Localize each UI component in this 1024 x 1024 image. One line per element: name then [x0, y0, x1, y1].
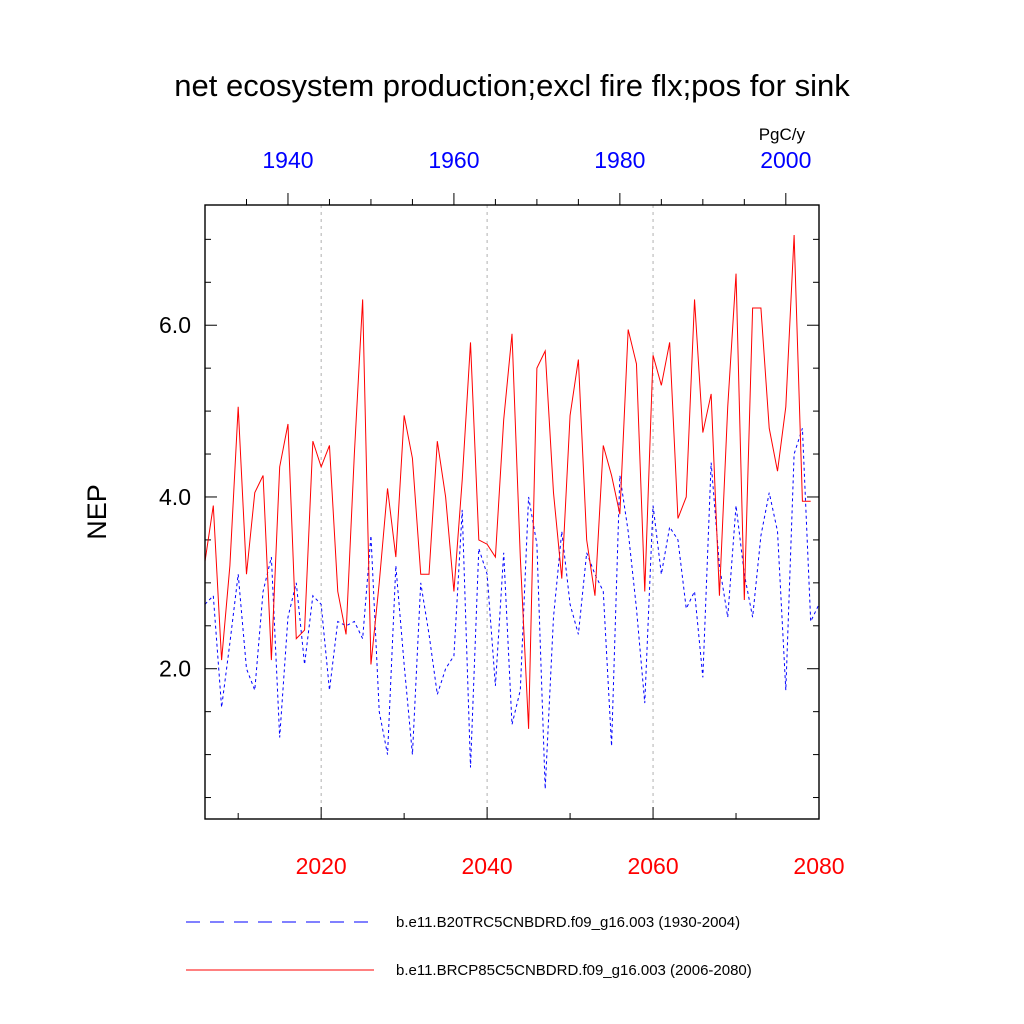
units-label: PgC/y: [759, 125, 806, 144]
plot-frame: [204, 204, 820, 820]
y-tick-label: 2.0: [159, 656, 191, 682]
y-tick-label: 4.0: [159, 484, 191, 510]
series-line-historical: [205, 428, 819, 789]
grid-lines: [320, 205, 654, 819]
legend-label-rcp85: b.e11.BRCP85C5CNBDRD.f09_g16.003 (2006-2…: [396, 962, 752, 979]
tick-labels: 2.0 4.0 6.0 2020 2040 2060 2080 1940 1960 1980 200…: [159, 147, 845, 879]
axis-ticks: [205, 193, 820, 819]
y-tick-label: 6.0: [159, 312, 191, 338]
legend: b.e11.B20TRC5CNBDRD.f09_g16.003 (1930-20…: [186, 914, 752, 979]
legend-label-historical: b.e11.B20TRC5CNBDRD.f09_g16.003 (1930-20…: [396, 914, 740, 931]
y-axis-label: NEP: [82, 484, 112, 540]
x-top-tick-label: 1960: [428, 147, 479, 173]
x-bottom-tick-label: 2040: [462, 853, 513, 879]
x-bottom-tick-label: 2020: [296, 853, 347, 879]
x-bottom-tick-label: 2060: [627, 853, 678, 879]
series-line-rcp85: [205, 235, 811, 729]
x-top-tick-label: 2000: [760, 147, 811, 173]
series-layer: [205, 235, 819, 789]
x-top-tick-label: 1980: [594, 147, 645, 173]
x-bottom-tick-label: 2080: [793, 853, 844, 879]
x-top-tick-label: 1940: [262, 147, 313, 173]
chart-title: net ecosystem production;excl fire flx;p…: [174, 68, 850, 103]
